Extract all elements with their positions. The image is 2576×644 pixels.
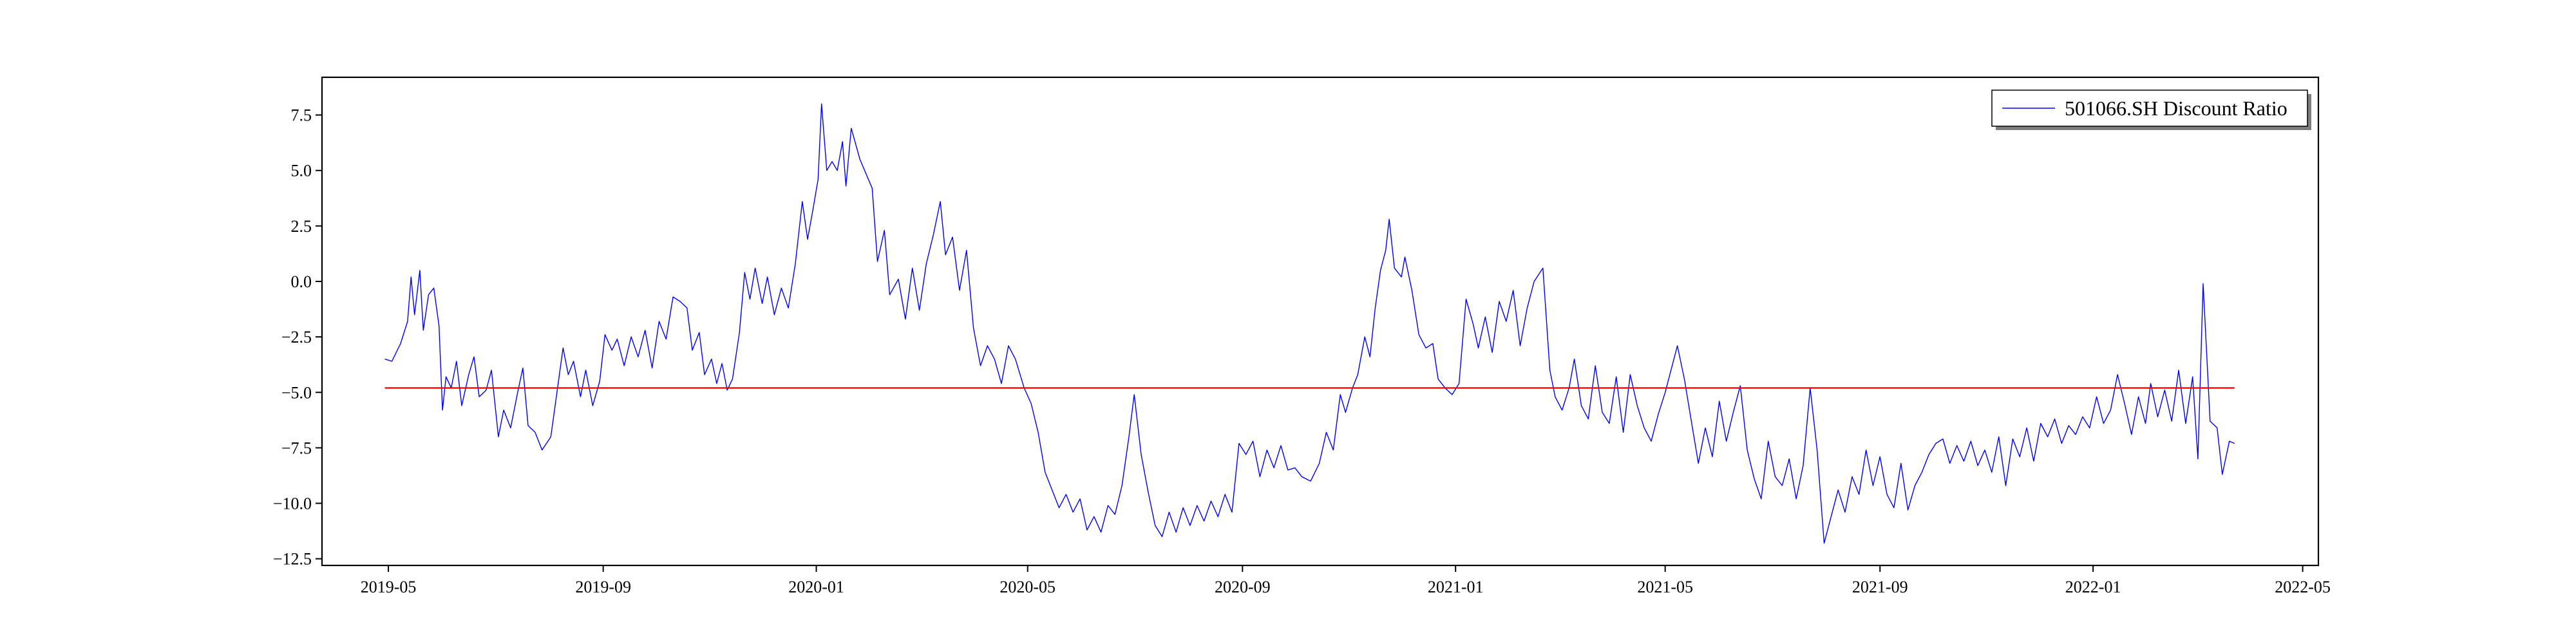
y-tick-label: 0.0	[291, 272, 312, 291]
y-tick-label: −7.5	[281, 439, 312, 457]
x-tick-label: 2021-05	[1637, 578, 1693, 596]
x-tick-label: 2020-01	[788, 578, 844, 596]
axes-border	[321, 76, 2320, 567]
x-tick-label: 2022-01	[2065, 578, 2121, 596]
y-axis: −12.5 −10.0 −7.5 −5.0 −2.5 0.0 2.5 5.0 7.5	[273, 106, 322, 569]
legend: 501066.SH Discount Ratio	[1991, 90, 2311, 130]
y-tick-label: −10.0	[273, 495, 312, 513]
series-line-discount-ratio	[384, 103, 2235, 544]
plot-background	[322, 77, 2318, 565]
x-axis: 2019-05 2019-09 2020-01 2020-05 2020-09 2021-…	[361, 565, 2331, 596]
y-tick-label: −5.0	[281, 383, 312, 402]
axes-frame	[321, 76, 2320, 567]
y-tick-label: −12.5	[273, 550, 312, 569]
y-tick-label: 2.5	[291, 217, 312, 236]
plot-area	[322, 77, 2318, 565]
x-tick-label: 2019-09	[575, 578, 631, 596]
x-tick-label: 2022-05	[2275, 578, 2331, 596]
x-tick-label: 2021-01	[1428, 578, 1484, 596]
y-tick-label: 7.5	[291, 106, 312, 125]
x-tick-label: 2020-05	[999, 578, 1056, 596]
y-tick-label: 5.0	[291, 162, 312, 180]
legend-label: 501066.SH Discount Ratio	[2065, 97, 2287, 120]
x-tick-label: 2019-05	[361, 578, 417, 596]
series-layer	[384, 103, 2235, 544]
y-tick-label: −2.5	[281, 328, 312, 346]
x-tick-label: 2020-09	[1215, 578, 1271, 596]
x-tick-label: 2021-09	[1852, 578, 1908, 596]
